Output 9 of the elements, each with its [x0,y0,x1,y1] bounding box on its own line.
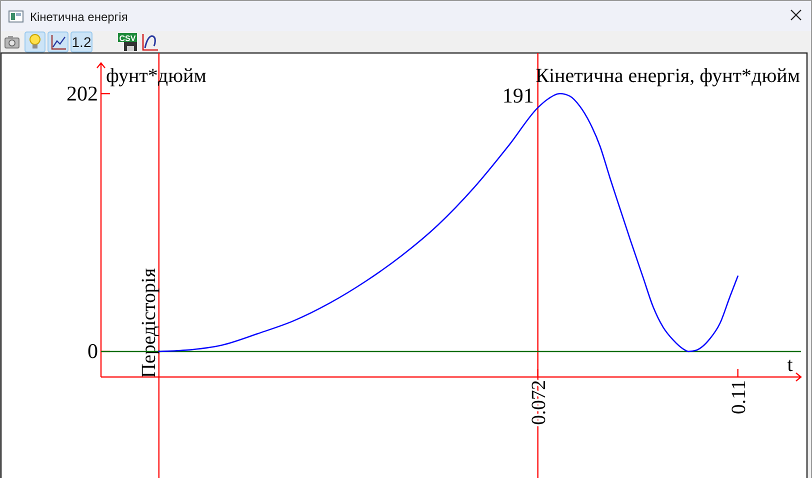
chart-title: Кінетична енергія [30,10,128,24]
y-tick-label: 0 [88,339,98,364]
text: CSV [119,34,136,43]
y-tick-label: 202 [66,81,98,106]
x-tick-label: 0.072 [528,380,550,425]
x-axis-title: t [787,354,794,376]
annotation: 191 [502,84,534,108]
ref-line-label: Передісторія [138,268,160,378]
x-tick-label: 0.11 [728,380,750,414]
